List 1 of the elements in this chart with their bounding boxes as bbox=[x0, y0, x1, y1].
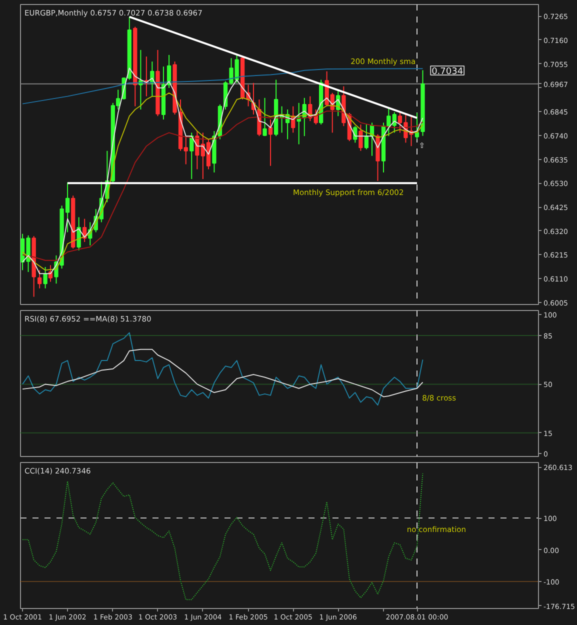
annotation: 0.7034 bbox=[432, 67, 464, 77]
